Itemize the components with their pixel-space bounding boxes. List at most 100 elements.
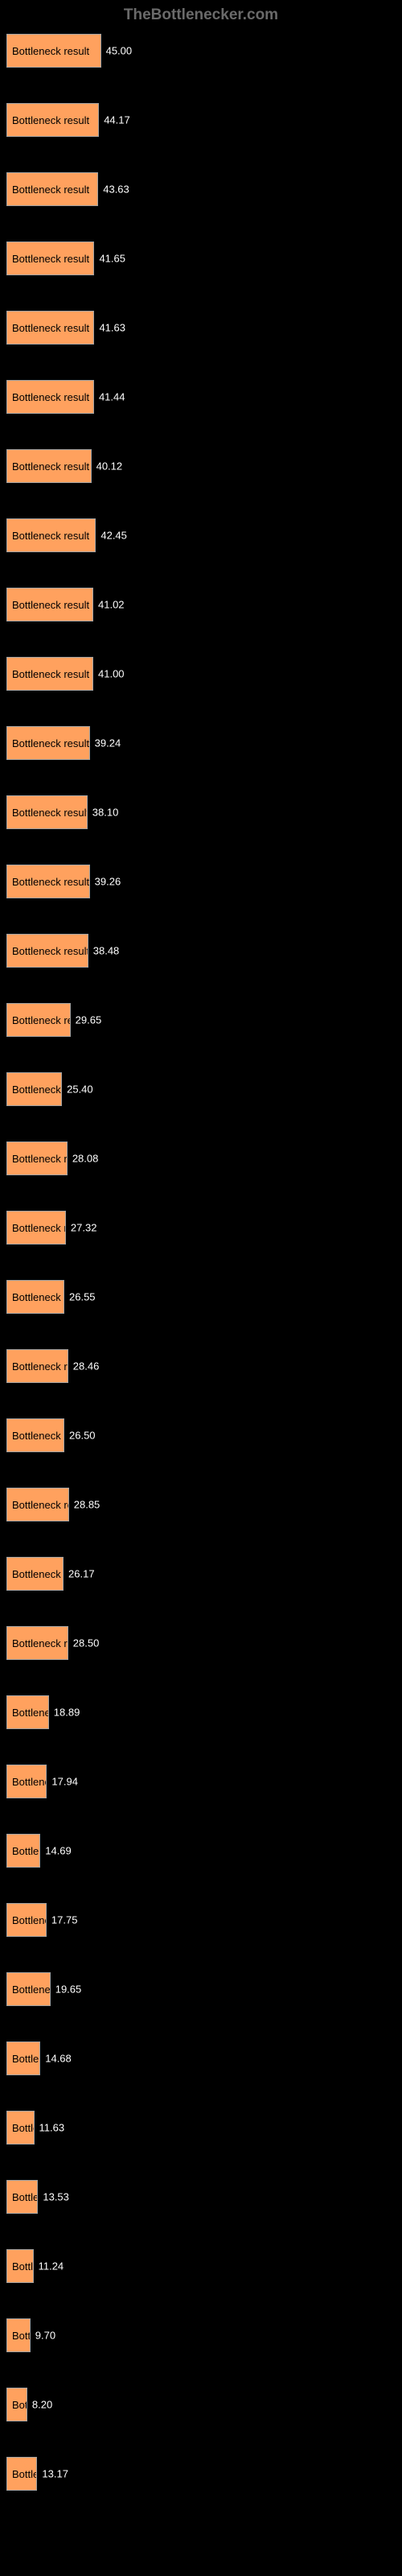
bar-inside-label: Bottleneck result: [12, 1084, 61, 1096]
bar-inside-label: Bottleneck result: [12, 184, 89, 196]
bar-value-label: 18.89: [54, 1707, 80, 1719]
bar-inside-label: Bottleneck result: [12, 1637, 68, 1649]
bar-value-label: 40.12: [96, 460, 123, 473]
bar-inside-label: Bottleneck result: [12, 1984, 50, 1996]
bar-row: Bottleneck result 11.24: [6, 2249, 396, 2283]
bar-inside-label: Bottleneck result: [12, 1360, 68, 1373]
bottleneck-bar: Bottleneck result: [6, 2249, 34, 2283]
bar-value-label: 42.45: [100, 530, 127, 542]
bar-row: Bottleneck result 17.75: [6, 1903, 396, 1937]
bar-inside-label: Bottleneck result: [12, 2191, 37, 2203]
bottleneck-bar: Bottleneck result: [6, 380, 94, 414]
bar-row: Bottleneck result 41.00: [6, 657, 396, 691]
bar-row: Bottleneck result28.08: [6, 1141, 396, 1175]
bottleneck-bar: Bottleneck result: [6, 2180, 38, 2214]
bar-row: Bottleneck result 8.20: [6, 2388, 396, 2421]
bar-row: Bottleneck result43.63: [6, 172, 396, 206]
bar-row: Bottleneck result 44.17: [6, 103, 396, 137]
bar-row: Bottleneck result28.50: [6, 1626, 396, 1660]
bar-value-label: 29.65: [76, 1014, 102, 1026]
bar-row: Bottleneck result 13.53: [6, 2180, 396, 2214]
bottleneck-bar: Bottleneck result: [6, 795, 88, 829]
bar-row: Bottleneck result 28.85: [6, 1488, 396, 1521]
bar-row: Bottleneck result38.48: [6, 934, 396, 968]
bar-value-label: 45.00: [106, 45, 133, 57]
bar-value-label: 41.65: [99, 253, 125, 265]
bar-value-label: 28.85: [74, 1499, 100, 1511]
bar-inside-label: Bottleneck result: [12, 2053, 39, 2065]
bottleneck-bar: Bottleneck result: [6, 1972, 51, 2006]
bar-value-label: 26.17: [68, 1568, 95, 1580]
bottleneck-bar: Bottleneck result: [6, 1557, 64, 1591]
bottleneck-bar: Bottleneck result: [6, 1003, 71, 1037]
bar-value-label: 9.70: [35, 2330, 55, 2342]
bar-inside-label: Bottleneck result: [12, 1845, 39, 1857]
bar-row: Bottleneck result 28.46: [6, 1349, 396, 1383]
bottleneck-bar: Bottleneck result: [6, 2318, 31, 2352]
bar-inside-label: Bottleneck result: [12, 876, 89, 888]
bottleneck-bar: Bottleneck result: [6, 1280, 64, 1314]
bar-row: Bottleneck result 39.24: [6, 726, 396, 760]
bar-value-label: 17.75: [51, 1914, 78, 1926]
bottleneck-bar: Bottleneck result: [6, 1626, 68, 1660]
page-header: TheBottlenecker.com: [0, 6, 402, 24]
bottleneck-bar: Bottleneck result: [6, 1418, 64, 1452]
bar-inside-label: Bottleneck result: [12, 599, 89, 611]
bottleneck-chart: Bottleneck result45.00Bottleneck result4…: [0, 34, 402, 2491]
bottleneck-bar: Bottleneck result: [6, 103, 99, 137]
bar-row: Bottleneck result 14.69: [6, 1834, 396, 1868]
bottleneck-bar: Bottleneck result: [6, 311, 94, 345]
bar-value-label: 26.55: [69, 1291, 96, 1303]
bar-inside-label: Bottleneck result: [12, 391, 89, 403]
bottleneck-bar: Bottleneck result: [6, 172, 98, 206]
bottleneck-bar: Bottleneck result: [6, 2457, 37, 2491]
bar-row: Bottleneck result17.94: [6, 1765, 396, 1798]
bar-inside-label: Bottleneck result: [12, 2399, 27, 2411]
bar-inside-label: Bottleneck result: [12, 2122, 34, 2134]
bar-value-label: 41.02: [98, 599, 125, 611]
bottleneck-bar: Bottleneck result: [6, 1488, 69, 1521]
bar-inside-label: Bottleneck result: [12, 2330, 30, 2342]
bar-inside-label: Bottleneck result: [12, 114, 89, 126]
bar-inside-label: Bottleneck result: [12, 668, 89, 680]
bottleneck-bar: Bottleneck result: [6, 2041, 40, 2075]
bar-value-label: 14.69: [45, 1845, 72, 1857]
bar-row: Bottleneck result 26.55: [6, 1280, 396, 1314]
bottleneck-bar: Bottleneck result: [6, 518, 96, 552]
bottleneck-bar: Bottleneck result: [6, 1211, 66, 1245]
bar-row: Bottleneck result 9.70: [6, 2318, 396, 2352]
bar-inside-label: Bottleneck result: [12, 1153, 67, 1165]
bottleneck-bar: Bottleneck result: [6, 1695, 49, 1729]
bar-row: Bottleneck result 41.02: [6, 588, 396, 621]
bar-value-label: 44.17: [104, 114, 130, 126]
bar-inside-label: Bottleneck result: [12, 2468, 36, 2480]
bar-value-label: 39.24: [95, 737, 121, 749]
bar-value-label: 38.10: [92, 807, 119, 819]
bar-value-label: 39.26: [95, 876, 121, 888]
bottleneck-bar: Bottleneck result: [6, 726, 90, 760]
bar-row: Bottleneck result 19.65: [6, 1972, 396, 2006]
bar-inside-label: Bottleneck result: [12, 1291, 64, 1303]
bar-inside-label: Bottleneck result: [12, 1430, 64, 1442]
bar-value-label: 19.65: [55, 1984, 82, 1996]
bar-value-label: 28.46: [73, 1360, 100, 1373]
bottleneck-bar: Bottleneck result: [6, 934, 88, 968]
bar-row: Bottleneck result 13.17: [6, 2457, 396, 2491]
bar-inside-label: Bottleneck result: [12, 1914, 46, 1926]
bar-inside-label: Bottleneck result: [12, 1707, 48, 1719]
bar-row: Bottleneck result 38.10: [6, 795, 396, 829]
bar-inside-label: Bottleneck result: [12, 945, 88, 957]
bar-inside-label: Bottleneck result: [12, 322, 89, 334]
bar-row: Bottleneck result 26.17: [6, 1557, 396, 1591]
bar-row: Bottleneck result41.63: [6, 311, 396, 345]
bar-value-label: 13.17: [42, 2468, 68, 2480]
bar-value-label: 41.00: [98, 668, 125, 680]
bar-value-label: 8.20: [32, 2399, 52, 2411]
bar-row: Bottleneck result 39.26: [6, 865, 396, 898]
bar-value-label: 13.53: [43, 2191, 69, 2203]
bar-value-label: 11.24: [39, 2260, 64, 2273]
bottleneck-bar: Bottleneck result: [6, 2388, 27, 2421]
bottleneck-bar: Bottleneck result: [6, 449, 92, 483]
bar-value-label: 27.32: [71, 1222, 97, 1234]
bar-value-label: 25.40: [67, 1084, 93, 1096]
